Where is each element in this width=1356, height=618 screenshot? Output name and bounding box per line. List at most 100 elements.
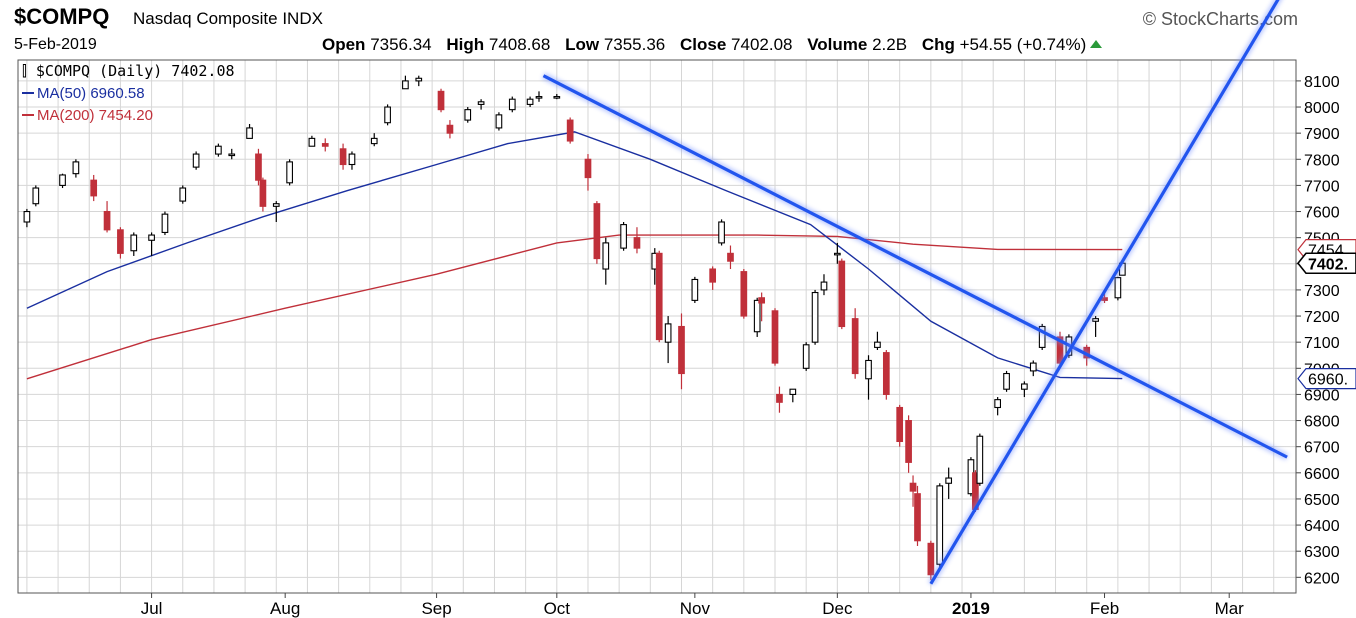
candle-up: [286, 161, 293, 184]
price-tag: [1296, 252, 1356, 275]
close-label: Close: [680, 35, 727, 54]
candle-up: [72, 161, 80, 175]
candle-up: [464, 109, 472, 121]
candle-up: [384, 106, 391, 124]
candle-down: [727, 252, 734, 262]
candle-down: [437, 90, 445, 111]
y-tick-label: 7200: [1304, 309, 1340, 326]
candle-up: [348, 153, 356, 166]
candle-up: [811, 291, 819, 343]
candle-up: [508, 98, 516, 111]
candle-down: [566, 119, 574, 142]
candle-up: [415, 77, 423, 82]
candle-down: [771, 310, 779, 364]
y-tick-label: 7800: [1304, 152, 1340, 169]
candle-up: [402, 80, 409, 90]
candle-down: [446, 124, 454, 134]
candle-up: [874, 341, 881, 348]
candle-down: [882, 352, 890, 395]
candle-up: [945, 477, 953, 484]
candle-down: [896, 406, 904, 443]
legend-main: ⫿ $COMPQ (Daily) 7402.08: [22, 62, 235, 80]
legend-ma200: MA(200) 7454.20: [22, 107, 153, 124]
candle-up: [820, 281, 828, 291]
candle-down: [103, 210, 111, 231]
y-tick-label: 7300: [1304, 283, 1340, 300]
legend-ma50-text: MA(50) 6960.58: [37, 85, 145, 102]
candle-down: [909, 482, 917, 492]
x-tick-label: Nov: [680, 599, 711, 618]
y-tick-label: 7700: [1304, 178, 1340, 195]
candle-up: [833, 252, 841, 256]
price-tag-label: 6960.: [1308, 372, 1348, 389]
candle-up: [553, 96, 561, 99]
candle-up: [179, 187, 187, 202]
candle-up: [718, 221, 725, 244]
candle-down: [655, 252, 663, 341]
candle-up: [535, 96, 543, 99]
y-tick-label: 6800: [1304, 414, 1340, 431]
price-tag: [1297, 368, 1356, 390]
candle-down: [117, 229, 124, 254]
candle-up: [1003, 372, 1010, 390]
candle-up: [994, 399, 1002, 409]
candle-up: [753, 299, 761, 333]
y-tick-label: 6400: [1304, 518, 1340, 535]
ma50-line: [26, 131, 1123, 380]
candle-up: [802, 344, 810, 369]
candle-up: [865, 359, 872, 380]
candle-up: [1021, 383, 1028, 390]
candle-up: [130, 234, 138, 252]
candle-down: [321, 143, 329, 147]
candle-down: [593, 203, 601, 260]
y-tick-label: 6500: [1304, 492, 1340, 509]
candle-up: [1092, 318, 1099, 322]
ohlc-summary: Open 7356.34 High 7408.68 Low 7355.36 Cl…: [322, 35, 1103, 55]
x-tick-label: Sep: [421, 599, 451, 618]
ma200-line: [26, 234, 1123, 380]
y-tick-label: 6900: [1304, 387, 1340, 404]
candle-up: [477, 101, 485, 105]
y-tick-label: 7100: [1304, 335, 1340, 352]
chg-label: Chg: [921, 35, 955, 54]
candle-up: [691, 278, 699, 301]
candle-up: [148, 234, 155, 241]
candle-up: [976, 435, 984, 484]
candle-down: [584, 158, 592, 179]
candle-up: [246, 127, 253, 139]
candle-up: [228, 153, 236, 157]
price-tag-label: 7402.: [1308, 256, 1348, 273]
high-value: 7408.68: [488, 35, 551, 54]
open-value: 7356.34: [370, 35, 432, 54]
y-tick-label: 7600: [1304, 205, 1340, 222]
up-arrow-icon: [1090, 40, 1103, 48]
y-tick-label: 8000: [1304, 100, 1340, 117]
chg-value: +54.55 (+0.74%): [959, 35, 1087, 54]
candle-up: [192, 153, 200, 168]
candle-down: [838, 260, 846, 328]
candle-down: [851, 318, 859, 375]
x-tick-label: Mar: [1215, 599, 1245, 618]
candle-up: [526, 98, 534, 105]
candle-up: [602, 242, 610, 270]
candle-down: [776, 393, 783, 403]
y-tick-label: 6300: [1304, 544, 1340, 561]
x-tick-label: Jul: [141, 599, 163, 618]
candle-up: [664, 323, 672, 343]
x-tick-label: Feb: [1090, 599, 1119, 618]
candle-down: [709, 268, 717, 283]
candle-up: [161, 213, 169, 233]
close-value: 7402.08: [731, 35, 793, 54]
security-name: Nasdaq Composite INDX: [133, 9, 323, 29]
candle-up: [1114, 277, 1122, 299]
candle-down: [90, 179, 98, 197]
plot-frame: [17, 59, 1297, 594]
x-tick-label: Oct: [544, 599, 571, 618]
candle-up: [272, 203, 280, 207]
candle-up: [789, 388, 797, 395]
low-label: Low: [565, 35, 600, 54]
candle-down: [740, 271, 748, 317]
candle-up: [308, 137, 316, 147]
candle-down: [255, 153, 262, 181]
